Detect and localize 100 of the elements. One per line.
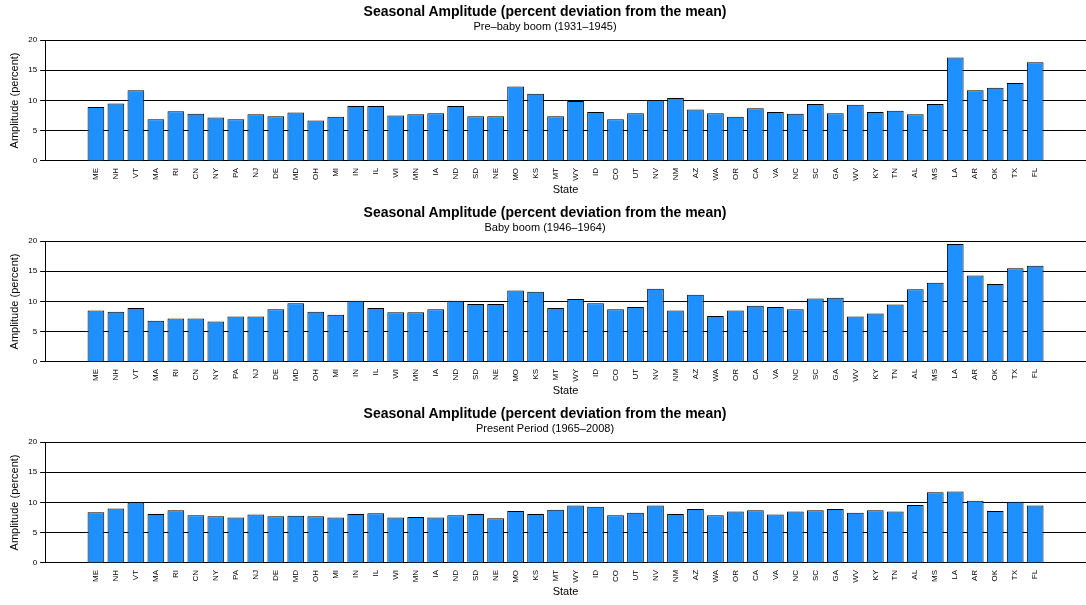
x-tick-label: AZ: [690, 368, 700, 380]
x-tick-label: RI: [171, 569, 181, 578]
x-tick-label: IN: [350, 569, 360, 578]
x-tick-label: AR: [970, 569, 980, 582]
x-tick-label: NM: [670, 368, 680, 382]
x-tick-label: OH: [310, 569, 320, 582]
x-tick-label: MA: [151, 368, 161, 381]
x-tick-label: MT: [550, 368, 560, 381]
x-tick-label: TX: [1010, 368, 1020, 380]
x-tick-label: CN: [191, 167, 201, 180]
x-tick-label: KY: [870, 167, 880, 179]
x-tick-label: VT: [131, 569, 141, 581]
x-tick-label: SC: [810, 167, 820, 180]
x-tick-label: VA: [770, 569, 780, 580]
x-tick-label: NC: [790, 368, 800, 381]
x-tick-label: CO: [610, 569, 620, 582]
y-tick-label: 5: [32, 125, 38, 135]
x-tick-label: WI: [390, 167, 400, 178]
x-tick-label: CO: [610, 167, 620, 180]
x-tick-label: AR: [970, 167, 980, 180]
x-tick-label: ND: [450, 368, 460, 381]
y-axis-title: Amplitude (percent): [7, 454, 20, 551]
x-axis-title: State: [552, 585, 579, 598]
x-tick-label: NM: [670, 167, 680, 181]
x-tick-label: NY: [211, 569, 221, 582]
x-tick-label: NJ: [250, 569, 260, 580]
x-tick-label: GA: [830, 368, 840, 381]
x-tick-label: WY: [570, 569, 580, 583]
x-tick-label: WV: [850, 368, 860, 382]
x-tick-label: SD: [470, 569, 480, 582]
x-tick-label: CA: [750, 167, 760, 180]
x-tick-label: RI: [171, 368, 181, 377]
x-tick-label: ID: [590, 368, 600, 377]
y-tick-label: 10: [28, 95, 38, 105]
x-tick-label: KS: [530, 368, 540, 380]
x-tick-label: IA: [430, 167, 440, 176]
x-tick-label: MD: [290, 368, 300, 382]
x-tick-label: NV: [650, 569, 660, 582]
x-tick-label: SD: [470, 368, 480, 381]
y-tick-label: 15: [28, 266, 38, 276]
x-tick-label: VT: [131, 167, 141, 179]
x-tick-label: OR: [730, 569, 740, 582]
x-tick-label: MO: [510, 368, 520, 382]
x-tick-label: DE: [270, 368, 280, 381]
x-tick-label: ME: [91, 569, 101, 582]
x-tick-label: AZ: [690, 569, 700, 581]
x-tick-label: UT: [630, 368, 640, 380]
x-tick-label: WV: [850, 167, 860, 181]
x-tick-label: NH: [111, 569, 121, 582]
x-tick-label: ND: [450, 569, 460, 582]
x-axis-title: State: [552, 384, 579, 397]
x-tick-label: TX: [1010, 167, 1020, 179]
x-tick-label: MS: [930, 368, 940, 381]
x-tick-label: IL: [370, 569, 380, 577]
x-tick-label: VA: [770, 368, 780, 379]
x-tick-label: CA: [750, 368, 760, 381]
y-tick-label: 20: [28, 236, 38, 246]
x-tick-label: MD: [290, 167, 300, 181]
x-tick-label: TX: [1010, 569, 1020, 581]
x-tick-label: PA: [231, 368, 241, 379]
x-tick-label: FL: [1030, 368, 1040, 379]
x-tick-label: PA: [231, 569, 241, 580]
x-tick-label: TN: [890, 167, 900, 179]
x-tick-label: NC: [790, 569, 800, 582]
x-tick-label: OK: [990, 368, 1000, 381]
y-tick-label: 0: [32, 156, 38, 166]
y-tick-label: 5: [32, 326, 38, 336]
x-tick-label: IN: [350, 368, 360, 377]
x-tick-label: OR: [730, 368, 740, 381]
x-tick-label: WY: [570, 368, 580, 382]
x-tick-label: MO: [510, 569, 520, 583]
x-tick-label: NV: [650, 167, 660, 180]
x-tick-label: IN: [350, 167, 360, 176]
x-tick-label: VT: [131, 368, 141, 380]
y-tick-label: 20: [28, 35, 38, 45]
x-tick-label: OR: [730, 167, 740, 180]
x-tick-label: OK: [990, 167, 1000, 180]
x-tick-label: MI: [330, 569, 340, 579]
x-tick-label: IL: [370, 368, 380, 376]
x-tick-label: KS: [530, 569, 540, 581]
x-tick-label: NJ: [250, 368, 260, 379]
x-tick-label: IL: [370, 167, 380, 175]
y-tick-label: 0: [32, 357, 38, 367]
x-tick-label: VA: [770, 167, 780, 178]
chart-subtitle: Present Period (1965–2008): [475, 422, 615, 435]
x-tick-label: WV: [850, 569, 860, 583]
y-axis-title: Amplitude (percent): [7, 52, 20, 149]
x-tick-label: MN: [410, 569, 420, 583]
x-tick-label: OK: [990, 569, 1000, 582]
x-tick-label: WI: [390, 368, 400, 379]
x-tick-label: MN: [410, 368, 420, 382]
x-tick-label: NE: [490, 569, 500, 582]
x-tick-label: GA: [830, 167, 840, 180]
x-tick-label: AZ: [690, 167, 700, 179]
x-tick-label: UT: [630, 569, 640, 581]
x-tick-label: RI: [171, 167, 181, 176]
x-tick-label: NH: [111, 368, 121, 381]
x-tick-label: SC: [810, 368, 820, 381]
x-tick-label: LA: [950, 167, 960, 178]
y-tick-label: 15: [28, 65, 38, 75]
